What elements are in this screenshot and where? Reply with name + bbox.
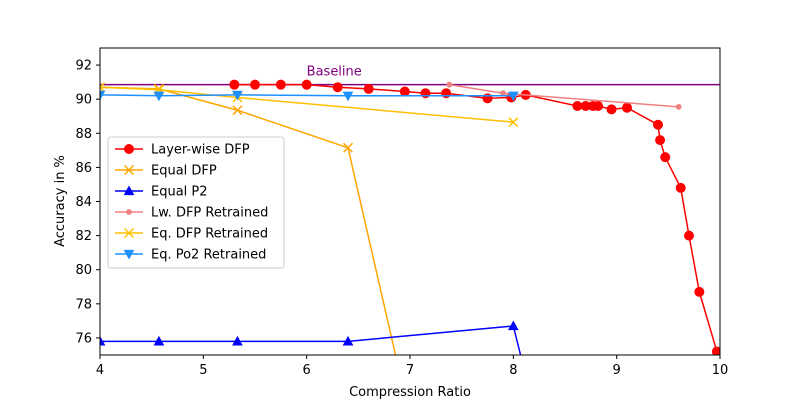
series-lw-dfp-retrained bbox=[446, 81, 682, 110]
data-point bbox=[229, 79, 240, 90]
data-point bbox=[675, 103, 682, 110]
legend-label: Eq. Po2 Retrained bbox=[151, 248, 266, 263]
data-point bbox=[593, 100, 604, 111]
data-point bbox=[123, 164, 135, 176]
legend: Layer-wise DFP Equal DFP Equal P2 Lw. DFP R… bbox=[107, 136, 285, 269]
x-tick-label: 5 bbox=[199, 363, 207, 378]
data-point bbox=[232, 335, 243, 346]
data-point bbox=[100, 82, 106, 93]
x-tick-label: 9 bbox=[613, 363, 621, 378]
baseline-layer: Baseline bbox=[100, 65, 720, 86]
series-layer bbox=[100, 79, 720, 355]
data-point bbox=[622, 102, 632, 113]
data-point bbox=[660, 152, 671, 163]
x-tick-label: 8 bbox=[509, 363, 517, 378]
data-point bbox=[446, 81, 453, 88]
legend-label: Equal DFP bbox=[151, 164, 217, 179]
data-point bbox=[675, 182, 686, 193]
legend-box bbox=[107, 136, 285, 269]
data-point bbox=[711, 346, 720, 355]
legend-label: Layer-wise DFP bbox=[151, 143, 250, 158]
baseline-label: Baseline bbox=[307, 65, 362, 80]
data-point bbox=[507, 91, 519, 102]
data-point bbox=[301, 79, 312, 90]
data-point bbox=[250, 79, 260, 90]
series-layer-wise-dfp bbox=[229, 79, 720, 355]
data-point bbox=[653, 119, 663, 130]
data-point bbox=[332, 82, 343, 93]
data-point bbox=[232, 90, 243, 101]
data-point bbox=[153, 91, 165, 102]
y-tick-label: 80 bbox=[75, 263, 92, 278]
y-tick-label: 76 bbox=[75, 331, 92, 346]
series-line bbox=[100, 86, 514, 123]
data-point bbox=[123, 185, 135, 196]
series-line bbox=[100, 325, 522, 355]
data-point bbox=[507, 320, 519, 331]
data-point bbox=[500, 90, 506, 97]
data-point bbox=[572, 100, 583, 111]
legend-item-layer-wise-dfp: Layer-wise DFP bbox=[115, 143, 250, 158]
data-point bbox=[694, 286, 705, 297]
data-point bbox=[684, 230, 694, 241]
data-point bbox=[123, 249, 135, 260]
y-axis-label: Accuracy in % bbox=[53, 155, 68, 247]
data-point bbox=[606, 104, 617, 115]
y-tick-label: 92 bbox=[75, 59, 92, 74]
data-point bbox=[123, 227, 135, 239]
series-eq-po2-retrained bbox=[100, 90, 519, 102]
legend-item-lw-dfp-retrained: Lw. DFP Retrained bbox=[115, 206, 268, 221]
x-axis-label: Compression Ratio bbox=[349, 385, 471, 400]
x-tick-label: 7 bbox=[406, 363, 414, 378]
data-point bbox=[275, 79, 286, 90]
data-point bbox=[153, 335, 165, 346]
legend-label: Lw. DFP Retrained bbox=[151, 206, 268, 221]
legend-item-equal-p2: Equal P2 bbox=[115, 185, 208, 200]
x-tick-label: 4 bbox=[96, 363, 104, 378]
data-point bbox=[508, 117, 519, 128]
x-tick-label: 6 bbox=[303, 363, 311, 378]
data-point bbox=[363, 83, 374, 94]
y-tick-label: 86 bbox=[75, 161, 92, 176]
data-point bbox=[655, 135, 666, 146]
y-tick-label: 90 bbox=[75, 93, 92, 108]
data-point bbox=[100, 90, 106, 101]
legend-item-equal-dfp: Equal DFP bbox=[115, 164, 217, 179]
data-point bbox=[126, 209, 132, 215]
series-line bbox=[234, 83, 718, 352]
legend-item-eq-dfp-retrained: Eq. DFP Retrained bbox=[115, 227, 268, 242]
data-point bbox=[342, 335, 354, 346]
y-tick-label: 88 bbox=[75, 127, 92, 142]
data-point bbox=[399, 86, 410, 97]
data-point bbox=[232, 105, 243, 116]
y-tick-label: 84 bbox=[75, 195, 92, 210]
y-tick-label: 78 bbox=[75, 297, 92, 312]
data-point bbox=[342, 91, 354, 102]
x-tick-label: 10 bbox=[712, 363, 729, 378]
data-point bbox=[342, 142, 354, 153]
data-point bbox=[100, 335, 106, 346]
legend-label: Equal P2 bbox=[151, 185, 208, 200]
y-tick-label: 82 bbox=[75, 229, 92, 244]
data-point bbox=[124, 144, 134, 154]
legend-label: Eq. DFP Retrained bbox=[151, 227, 268, 242]
series-equal-p2 bbox=[100, 320, 522, 355]
legend-item-eq-po2-retrained: Eq. Po2 Retrained bbox=[115, 248, 266, 263]
